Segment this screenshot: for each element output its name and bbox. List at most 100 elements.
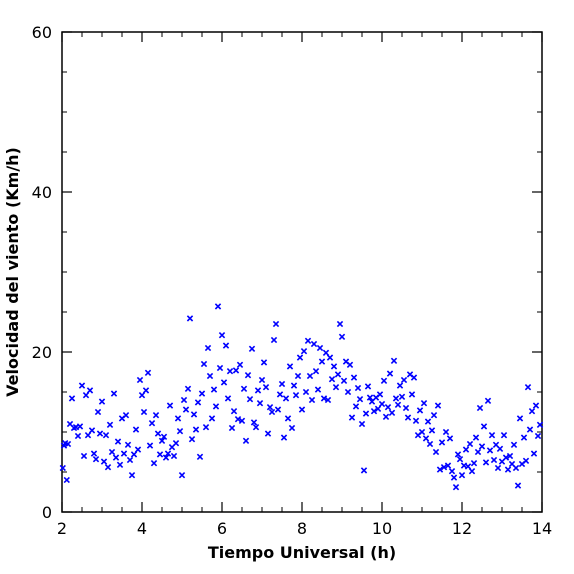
x-tick-label: 8 bbox=[297, 519, 307, 538]
data-point bbox=[142, 387, 150, 394]
data-point bbox=[534, 432, 542, 440]
data-point bbox=[98, 398, 106, 405]
data-point bbox=[210, 386, 218, 393]
data-point bbox=[452, 484, 460, 491]
data-point bbox=[160, 433, 168, 440]
data-point bbox=[418, 428, 426, 436]
data-point bbox=[96, 430, 104, 437]
data-point bbox=[322, 349, 330, 356]
data-point bbox=[530, 450, 538, 457]
data-point bbox=[462, 446, 470, 453]
data-point bbox=[514, 482, 522, 489]
data-point bbox=[246, 396, 254, 403]
data-point bbox=[176, 428, 184, 435]
data-point bbox=[316, 344, 324, 352]
data-point bbox=[340, 377, 348, 384]
data-point bbox=[132, 426, 140, 433]
data-point bbox=[148, 420, 156, 427]
data-point bbox=[108, 448, 116, 456]
data-point bbox=[218, 332, 226, 339]
data-point bbox=[86, 387, 94, 394]
data-point bbox=[206, 372, 214, 380]
data-point bbox=[440, 464, 448, 471]
data-point bbox=[304, 337, 312, 344]
data-point bbox=[80, 452, 88, 460]
data-point bbox=[442, 428, 450, 436]
data-point bbox=[164, 450, 172, 457]
data-point bbox=[74, 432, 82, 440]
data-point bbox=[344, 388, 352, 396]
data-point bbox=[468, 468, 476, 475]
data-point bbox=[524, 384, 532, 391]
data-point bbox=[376, 391, 384, 398]
data-point bbox=[120, 450, 128, 457]
data-point bbox=[366, 394, 374, 401]
data-point bbox=[320, 395, 328, 402]
data-point bbox=[348, 414, 356, 421]
data-point bbox=[416, 407, 424, 414]
data-point bbox=[352, 403, 360, 410]
data-point bbox=[302, 388, 310, 396]
data-point bbox=[494, 464, 502, 472]
data-point bbox=[314, 386, 322, 393]
data-point bbox=[194, 399, 202, 406]
data-point bbox=[146, 442, 154, 449]
data-point bbox=[90, 450, 98, 457]
data-point bbox=[410, 374, 418, 381]
data-point bbox=[204, 344, 212, 352]
data-point bbox=[522, 457, 530, 464]
data-point bbox=[454, 451, 462, 458]
data-point bbox=[392, 395, 400, 402]
data-point bbox=[512, 464, 520, 472]
data-point bbox=[444, 462, 452, 469]
data-point bbox=[196, 453, 204, 460]
data-point bbox=[326, 354, 334, 361]
data-point bbox=[484, 397, 492, 404]
data-point bbox=[536, 421, 544, 428]
data-point bbox=[408, 391, 416, 398]
data-point bbox=[110, 390, 118, 397]
data-point bbox=[208, 415, 216, 422]
data-point bbox=[346, 361, 354, 368]
data-point bbox=[106, 421, 114, 428]
data-point bbox=[478, 443, 486, 450]
data-point bbox=[502, 454, 510, 461]
data-point bbox=[268, 408, 276, 416]
data-point bbox=[122, 412, 130, 419]
data-point bbox=[222, 342, 230, 349]
data-point bbox=[64, 440, 72, 448]
data-point bbox=[328, 376, 336, 383]
data-point bbox=[394, 401, 402, 408]
data-point bbox=[490, 456, 498, 464]
x-tick-label: 10 bbox=[372, 519, 392, 538]
data-point bbox=[138, 392, 146, 399]
data-point bbox=[480, 423, 488, 430]
data-point bbox=[100, 458, 108, 465]
data-point bbox=[390, 357, 398, 364]
data-point bbox=[318, 358, 326, 365]
data-point bbox=[510, 441, 518, 448]
data-point bbox=[63, 476, 70, 484]
data-point bbox=[154, 430, 162, 437]
data-point bbox=[264, 430, 272, 437]
data-point bbox=[244, 372, 252, 379]
data-point bbox=[134, 446, 142, 453]
data-point bbox=[526, 426, 534, 433]
data-point bbox=[102, 432, 110, 439]
data-point bbox=[374, 405, 382, 412]
data-point bbox=[438, 439, 446, 446]
data-point bbox=[420, 400, 428, 407]
data-point bbox=[458, 472, 466, 479]
data-point bbox=[422, 435, 430, 442]
x-tick-label: 12 bbox=[452, 519, 472, 538]
data-point bbox=[496, 445, 504, 452]
data-point bbox=[350, 374, 358, 381]
data-point bbox=[174, 415, 182, 422]
data-point bbox=[472, 434, 480, 441]
data-point bbox=[364, 383, 372, 390]
data-point bbox=[528, 408, 536, 415]
data-point bbox=[330, 363, 338, 370]
data-point bbox=[288, 424, 296, 432]
data-point bbox=[466, 440, 474, 448]
data-point bbox=[172, 440, 180, 447]
